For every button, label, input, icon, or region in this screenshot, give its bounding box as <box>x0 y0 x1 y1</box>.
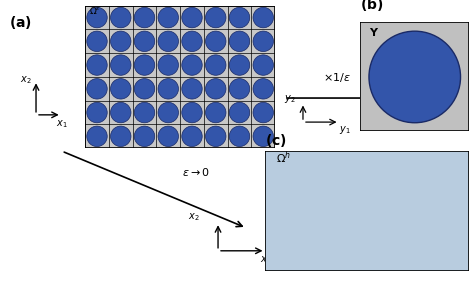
Circle shape <box>87 31 107 52</box>
Circle shape <box>206 55 226 75</box>
Circle shape <box>110 126 131 146</box>
Circle shape <box>134 79 155 99</box>
Circle shape <box>110 55 131 75</box>
Circle shape <box>182 102 202 123</box>
Circle shape <box>110 79 131 99</box>
Text: $y_1$: $y_1$ <box>339 124 351 136</box>
Circle shape <box>206 102 226 123</box>
Text: $\mathbf{(c)}$: $\mathbf{(c)}$ <box>265 132 287 149</box>
Circle shape <box>253 126 273 146</box>
Text: $\mathbf{(b)}$: $\mathbf{(b)}$ <box>360 0 383 13</box>
Circle shape <box>253 7 273 28</box>
Circle shape <box>110 31 131 52</box>
Circle shape <box>253 79 273 99</box>
Circle shape <box>110 102 131 123</box>
Circle shape <box>206 79 226 99</box>
Text: $x_2$: $x_2$ <box>188 211 199 223</box>
Circle shape <box>206 31 226 52</box>
Circle shape <box>229 79 250 99</box>
Text: Y: Y <box>369 28 377 38</box>
Circle shape <box>158 126 178 146</box>
Circle shape <box>158 55 178 75</box>
Circle shape <box>134 31 155 52</box>
Circle shape <box>110 7 131 28</box>
Circle shape <box>229 126 250 146</box>
Circle shape <box>158 79 178 99</box>
Text: $\times 1/\varepsilon$: $\times 1/\varepsilon$ <box>323 71 350 84</box>
Text: $\Omega^h$: $\Omega^h$ <box>275 150 291 166</box>
Text: $\mathbf{(a)}$: $\mathbf{(a)}$ <box>9 14 32 31</box>
Text: $y_2$: $y_2$ <box>284 93 296 105</box>
Circle shape <box>87 7 107 28</box>
Circle shape <box>182 126 202 146</box>
Circle shape <box>253 55 273 75</box>
Circle shape <box>229 31 250 52</box>
Text: $x_1$: $x_1$ <box>56 118 67 130</box>
Circle shape <box>134 102 155 123</box>
Circle shape <box>229 55 250 75</box>
Circle shape <box>182 55 202 75</box>
Circle shape <box>134 126 155 146</box>
Circle shape <box>229 102 250 123</box>
Circle shape <box>87 126 107 146</box>
Text: $x_2$: $x_2$ <box>20 74 32 86</box>
Circle shape <box>206 7 226 28</box>
Circle shape <box>134 7 155 28</box>
Circle shape <box>229 7 250 28</box>
Circle shape <box>158 7 178 28</box>
Text: $x_1$: $x_1$ <box>260 254 271 266</box>
Circle shape <box>182 31 202 52</box>
Circle shape <box>253 31 273 52</box>
Circle shape <box>182 7 202 28</box>
Circle shape <box>158 102 178 123</box>
Circle shape <box>206 126 226 146</box>
Circle shape <box>182 79 202 99</box>
Circle shape <box>87 102 107 123</box>
Text: $\varepsilon\rightarrow 0$: $\varepsilon\rightarrow 0$ <box>182 166 210 178</box>
Circle shape <box>87 79 107 99</box>
Circle shape <box>158 31 178 52</box>
Circle shape <box>253 102 273 123</box>
Text: $\Omega^\varepsilon$: $\Omega^\varepsilon$ <box>89 5 101 16</box>
Circle shape <box>369 31 461 123</box>
Circle shape <box>87 55 107 75</box>
Circle shape <box>134 55 155 75</box>
